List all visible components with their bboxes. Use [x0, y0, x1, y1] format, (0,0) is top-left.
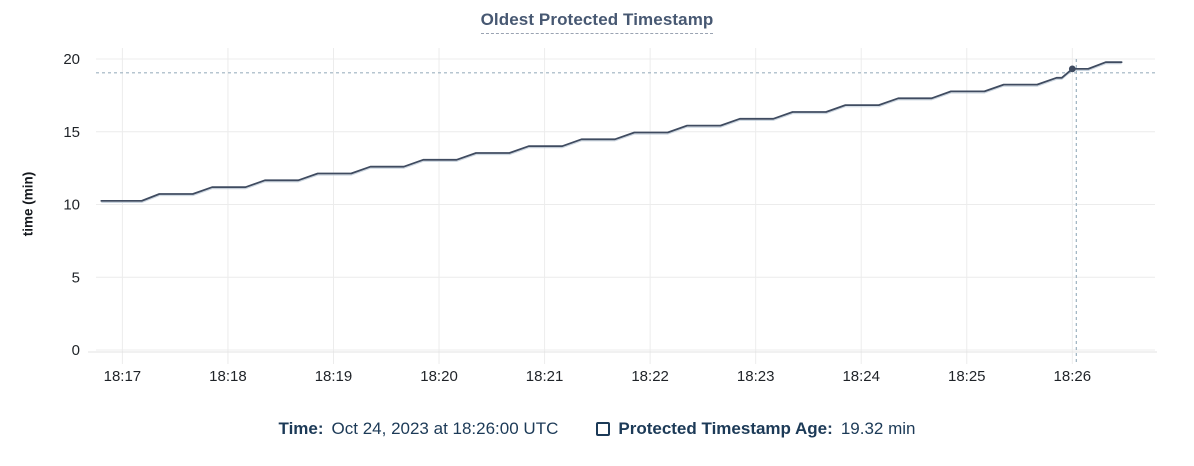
y-tick-label: 5 — [72, 269, 80, 286]
y-tick-label: 0 — [72, 342, 80, 359]
x-tick-label: 18:18 — [209, 368, 247, 385]
x-tick-label: 18:20 — [420, 368, 458, 385]
x-tick-label: 18:24 — [842, 368, 880, 385]
x-tick-label: 18:19 — [315, 368, 353, 385]
x-tick-label: 18:17 — [104, 368, 142, 385]
legend-series-value: 19.32 min — [840, 419, 916, 438]
legend-time-label: Time: — [278, 419, 324, 438]
chart-header: Oldest Protected Timestamp — [0, 10, 1194, 34]
legend-time: Time: Oct 24, 2023 at 18:26:00 UTC — [279, 417, 559, 441]
x-tick-label: 18:22 — [631, 368, 669, 385]
x-tick-label: 18:23 — [737, 368, 775, 385]
legend: Time: Oct 24, 2023 at 18:26:00 UTC Prote… — [0, 417, 1194, 441]
legend-series[interactable]: Protected Timestamp Age: 19.32 min — [596, 417, 915, 441]
y-tick-label: 20 — [63, 51, 80, 68]
y-tick-label: 15 — [63, 124, 80, 141]
series-checkbox[interactable] — [596, 422, 611, 436]
legend-time-value: Oct 24, 2023 at 18:26:00 UTC — [331, 419, 559, 438]
chart-title[interactable]: Oldest Protected Timestamp — [480, 10, 714, 34]
legend-series-label: Protected Timestamp Age: — [618, 419, 833, 438]
x-tick-label: 18:25 — [948, 368, 986, 385]
series-line[interactable] — [100, 61, 1123, 202]
series-line-shadow — [101, 63, 1122, 203]
hover-dot — [1068, 65, 1076, 73]
x-tick-label: 18:26 — [1054, 368, 1092, 385]
y-tick-label: 10 — [63, 197, 80, 214]
line-chart[interactable]: 18:17 18:18 18:19 18:20 18:21 18:22 18:23 18:24… — [0, 0, 1194, 400]
x-tick-label: 18:21 — [526, 368, 564, 385]
